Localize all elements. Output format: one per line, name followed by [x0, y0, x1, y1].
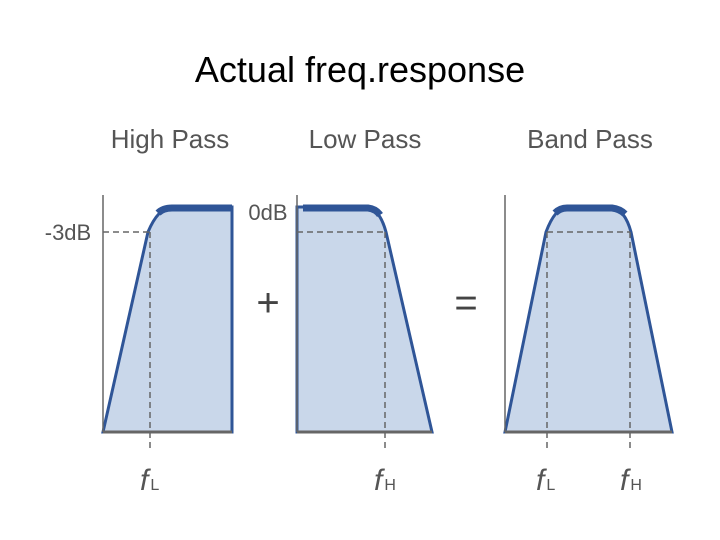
subscript: H: [384, 477, 396, 494]
response-area: [295, 205, 434, 434]
panel-label: Low Pass: [309, 124, 422, 154]
subscript: L: [150, 477, 159, 494]
panel-label: Band Pass: [527, 124, 653, 154]
symbol: f: [536, 464, 547, 497]
title: Actual freq.response: [195, 49, 525, 90]
plus-operator: +: [256, 281, 279, 325]
symbol: f: [140, 464, 151, 497]
response-area: [101, 205, 234, 434]
response-area: [503, 205, 674, 434]
subscript: H: [630, 477, 642, 494]
symbol: f: [620, 464, 631, 497]
panel-label: High Pass: [111, 124, 230, 154]
passband: [303, 204, 383, 218]
symbol: f: [374, 464, 385, 497]
subscript: L: [546, 477, 555, 494]
passband: [155, 204, 232, 216]
y-label: -3dB: [45, 220, 91, 245]
passband: [552, 204, 628, 217]
equals-operator: =: [454, 281, 477, 325]
y-label: 0dB: [248, 200, 287, 225]
